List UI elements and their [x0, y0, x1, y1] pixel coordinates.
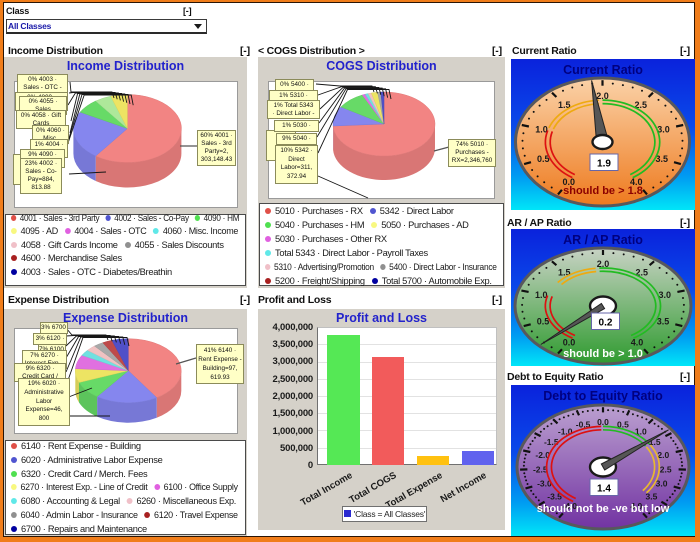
svg-text:-2.0: -2.0 [535, 450, 550, 460]
svg-text:0.2: 0.2 [599, 318, 613, 329]
svg-text:1.4: 1.4 [597, 484, 611, 495]
svg-text:3.5: 3.5 [645, 491, 657, 501]
svg-text:1.9: 1.9 [597, 159, 611, 170]
svg-text:1.5: 1.5 [649, 437, 661, 447]
svg-text:-1.0: -1.0 [558, 426, 573, 436]
svg-text:-3.5: -3.5 [547, 491, 562, 501]
svg-text:2.5: 2.5 [635, 268, 648, 278]
svg-text:-2.5: -2.5 [533, 465, 548, 475]
svg-text:4.0: 4.0 [630, 177, 643, 187]
svg-text:2.5: 2.5 [634, 100, 647, 110]
svg-text:AR / AP Ratio: AR / AP Ratio [563, 233, 643, 247]
svg-text:Current Ratio: Current Ratio [563, 63, 643, 77]
svg-text:3.0: 3.0 [659, 290, 672, 300]
svg-text:1.5: 1.5 [558, 268, 571, 278]
svg-text:1.0: 1.0 [635, 426, 647, 436]
svg-text:1.0: 1.0 [535, 290, 548, 300]
svg-text:should be > 1.0: should be > 1.0 [563, 348, 643, 360]
svg-text:3.0: 3.0 [656, 479, 668, 489]
svg-text:-1.5: -1.5 [544, 437, 559, 447]
svg-text:2.0: 2.0 [657, 450, 669, 460]
svg-text:2.5: 2.5 [660, 465, 672, 475]
svg-text:0.0: 0.0 [563, 337, 576, 347]
svg-text:-4.0: -4.0 [562, 501, 577, 511]
svg-text:1.5: 1.5 [558, 100, 571, 110]
svg-text:Debt to Equity Ratio: Debt to Equity Ratio [543, 389, 663, 403]
svg-text:0.5: 0.5 [537, 154, 550, 164]
svg-text:4.0: 4.0 [630, 501, 642, 511]
svg-text:should not be -ve but low: should not be -ve but low [537, 503, 670, 515]
svg-text:-0.5: -0.5 [576, 420, 591, 430]
svg-text:-3.0: -3.0 [537, 479, 552, 489]
svg-text:3.5: 3.5 [656, 154, 669, 164]
svg-text:1.0: 1.0 [535, 125, 548, 135]
svg-text:2.0: 2.0 [596, 91, 609, 101]
svg-text:should be > 1.8: should be > 1.8 [563, 185, 643, 197]
svg-text:0.0: 0.0 [563, 177, 576, 187]
svg-text:0.5: 0.5 [537, 317, 550, 327]
svg-text:4.0: 4.0 [631, 337, 644, 347]
svg-text:0.0: 0.0 [597, 417, 609, 427]
svg-text:2.0: 2.0 [597, 259, 610, 269]
svg-text:3.0: 3.0 [657, 125, 670, 135]
svg-text:3.5: 3.5 [657, 317, 670, 327]
svg-text:0.5: 0.5 [617, 420, 629, 430]
